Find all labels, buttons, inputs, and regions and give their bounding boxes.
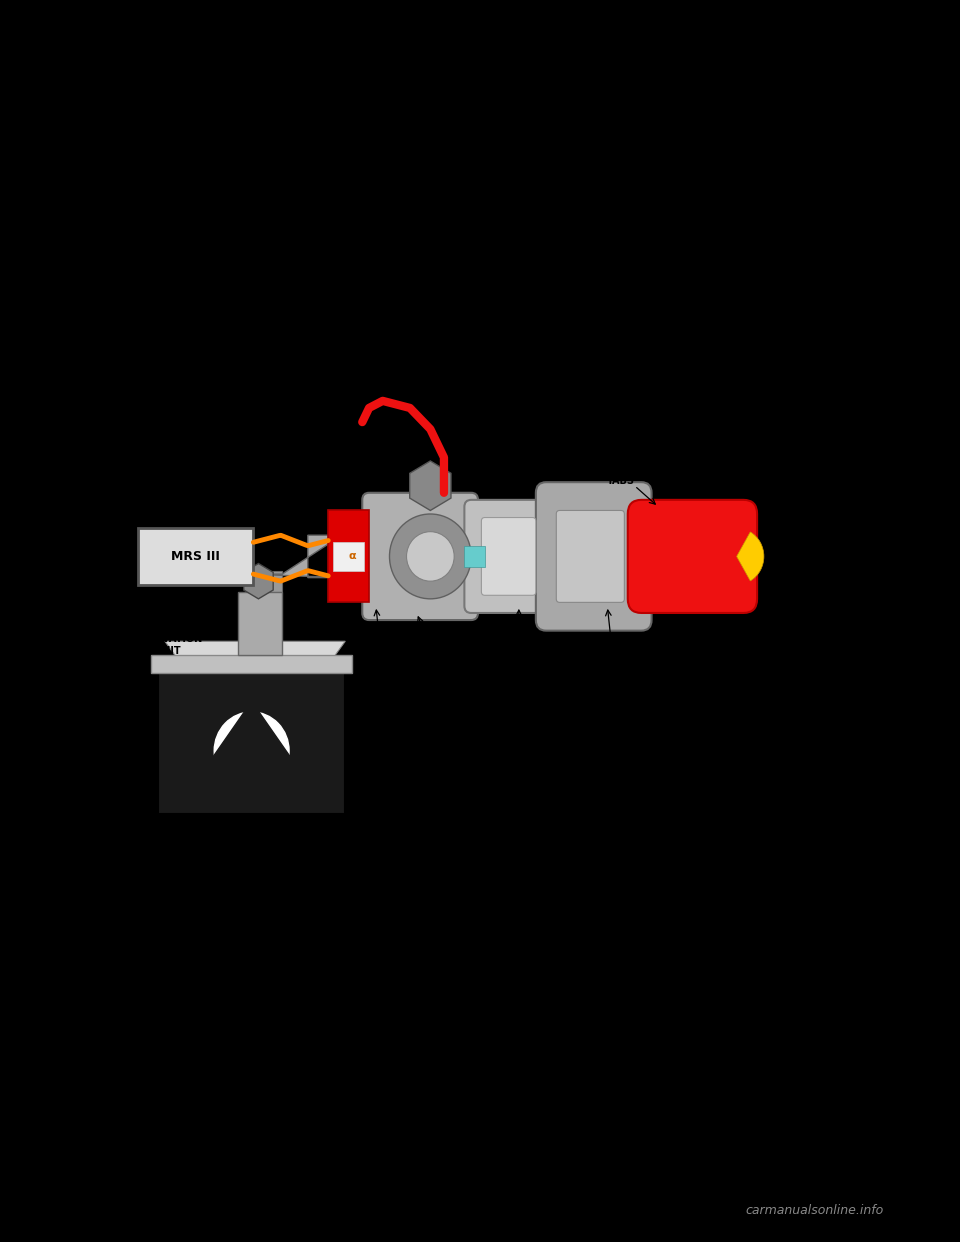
Polygon shape xyxy=(249,535,342,578)
Text: TO B+, STARTER
AND GENERATOR: TO B+, STARTER AND GENERATOR xyxy=(676,443,769,465)
Bar xyxy=(158,673,346,815)
Text: INTEGRAL
IGNITOR
CAPSULE: INTEGRAL IGNITOR CAPSULE xyxy=(362,740,417,774)
Text: TO POWER DISTRIBUTION CENTERS: TO POWER DISTRIBUTION CENTERS xyxy=(448,389,712,402)
Text: prevents the possibility of a short circuit causing a fire.: prevents the possibility of a short circ… xyxy=(107,298,475,310)
Circle shape xyxy=(390,514,471,599)
Text: COMPONENTS: COMPONENTS xyxy=(107,87,304,112)
Polygon shape xyxy=(185,702,318,797)
Bar xyxy=(333,543,364,570)
Bar xyxy=(465,545,485,568)
FancyBboxPatch shape xyxy=(362,493,478,620)
FancyBboxPatch shape xyxy=(249,570,282,591)
FancyBboxPatch shape xyxy=(536,482,652,631)
Circle shape xyxy=(214,712,289,790)
Text: As with previous systems, the BST is used to disconnect the battery’s “B+” conne: As with previous systems, the BST is use… xyxy=(107,214,705,226)
Text: carmanualsonline.info: carmanualsonline.info xyxy=(745,1205,883,1217)
FancyBboxPatch shape xyxy=(465,499,553,614)
FancyBboxPatch shape xyxy=(481,518,536,595)
Bar xyxy=(152,656,352,673)
Text: 9: 9 xyxy=(858,1071,868,1086)
Text: ACTIVATION
CIRCUIT: ACTIVATION CIRCUIT xyxy=(137,635,203,656)
Text: GAS
DISCHARGE
TUBE: GAS DISCHARGE TUBE xyxy=(451,691,515,724)
Bar xyxy=(238,591,282,656)
Wedge shape xyxy=(736,532,764,581)
Text: BATTERY SAFETY TERMINAL (BST): BATTERY SAFETY TERMINAL (BST) xyxy=(107,155,424,174)
FancyBboxPatch shape xyxy=(628,499,757,614)
Text: MRS III: MRS III xyxy=(171,550,220,563)
Text: α: α xyxy=(348,551,356,561)
Text: the engine compartment in the event of an airbag deployment. The safety measure : the engine compartment in the event of a… xyxy=(107,256,708,268)
Bar xyxy=(328,510,369,602)
Text: +: + xyxy=(235,597,268,636)
FancyBboxPatch shape xyxy=(137,528,253,585)
Text: TAPERED
B+ CABLE
CONTACT
POINT: TAPERED B+ CABLE CONTACT POINT xyxy=(495,740,549,785)
Text: SPRING
TABS: SPRING TABS xyxy=(608,465,649,486)
Text: BST
ENCAPSULATED
HOUSING: BST ENCAPSULATED HOUSING xyxy=(601,740,686,774)
FancyBboxPatch shape xyxy=(556,510,624,602)
Polygon shape xyxy=(165,641,346,656)
Circle shape xyxy=(406,532,454,581)
